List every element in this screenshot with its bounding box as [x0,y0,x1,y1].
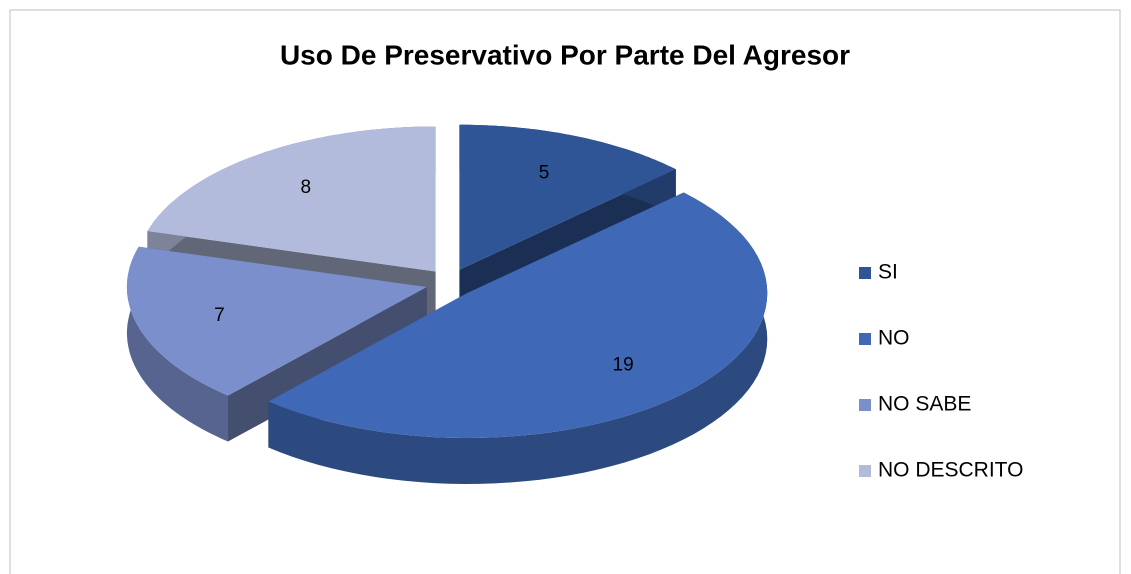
data-label: 7 [214,305,225,326]
slice-wall [126,246,228,442]
data-label: 5 [539,163,550,184]
legend-swatch [859,399,871,411]
chart-title: Uso De Preservativo Por Parte Del Agreso… [280,39,850,70]
legend-swatch [859,465,871,477]
legend-swatch [859,267,871,279]
legend-label: SI [878,261,898,284]
legend-swatch [859,333,871,345]
slice-top [126,246,427,396]
legend-label: NO [878,327,910,350]
data-label: 8 [301,177,312,198]
slice-top [268,192,768,438]
slice-wall [268,192,768,484]
chart-frame [9,9,1121,574]
legend-label: NO SABE [878,393,971,416]
slice-top [459,124,676,270]
slice-top [147,126,436,272]
legend-label: NO DESCRITO [878,459,1023,482]
data-label: 19 [613,354,634,375]
pie-slice [268,192,768,484]
